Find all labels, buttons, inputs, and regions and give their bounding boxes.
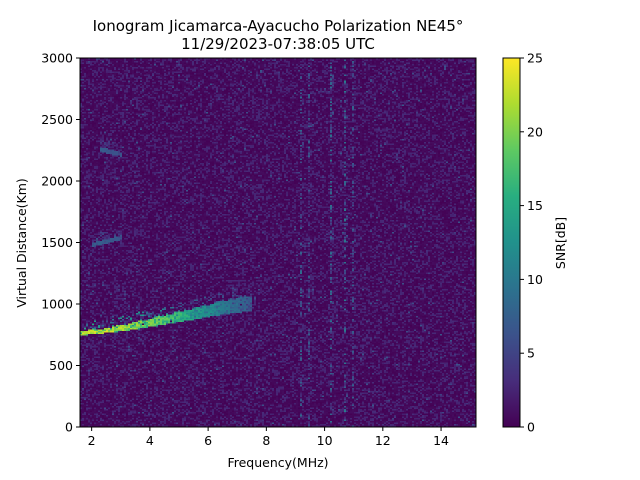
y-tick-label: 2500 [41, 112, 73, 127]
x-tick-label: 10 [317, 433, 333, 448]
y-tick-label: 0 [65, 420, 73, 435]
chart-subtitle: 11/29/2023-07:38:05 UTC [181, 35, 375, 53]
x-tick-label: 14 [433, 433, 449, 448]
y-tick-label: 1500 [41, 235, 73, 250]
x-tick-label: 2 [88, 433, 96, 448]
colorbar-tick-label: 5 [527, 346, 535, 361]
y-tick-label: 3000 [41, 51, 73, 66]
x-tick-label: 12 [375, 433, 391, 448]
y-axis: 0 500 1000 1500 2000 2500 3000 [41, 51, 80, 435]
colorbar-axis: 0 5 10 15 20 25 [520, 51, 543, 435]
x-axis-label: Frequency(MHz) [227, 455, 328, 470]
y-tick-label: 2000 [41, 174, 73, 189]
colorbar-label: SNR[dB] [553, 217, 568, 269]
colorbar-tick-label: 10 [527, 272, 543, 287]
snr-heatmap [80, 58, 476, 427]
y-tick-label: 500 [49, 358, 73, 373]
x-tick-label: 4 [146, 433, 154, 448]
colorbar-tick-label: 25 [527, 51, 543, 66]
colorbar-gradient [502, 57, 521, 428]
colorbar-tick-label: 20 [527, 124, 543, 139]
x-axis: 2 4 6 8 10 12 14 [88, 427, 449, 448]
colorbar-tick-label: 15 [527, 198, 543, 213]
y-axis-label: Virtual Distance(Km) [14, 178, 29, 308]
colorbar-tick-label: 0 [527, 420, 535, 435]
plot-area [79, 57, 477, 428]
x-tick-label: 8 [262, 433, 270, 448]
colorbar: 0 5 10 15 20 25 SNR[dB] [502, 51, 568, 435]
x-tick-label: 6 [204, 433, 212, 448]
chart-title: Ionogram Jicamarca-Ayacucho Polarization… [93, 17, 464, 35]
y-tick-label: 1000 [41, 297, 73, 312]
